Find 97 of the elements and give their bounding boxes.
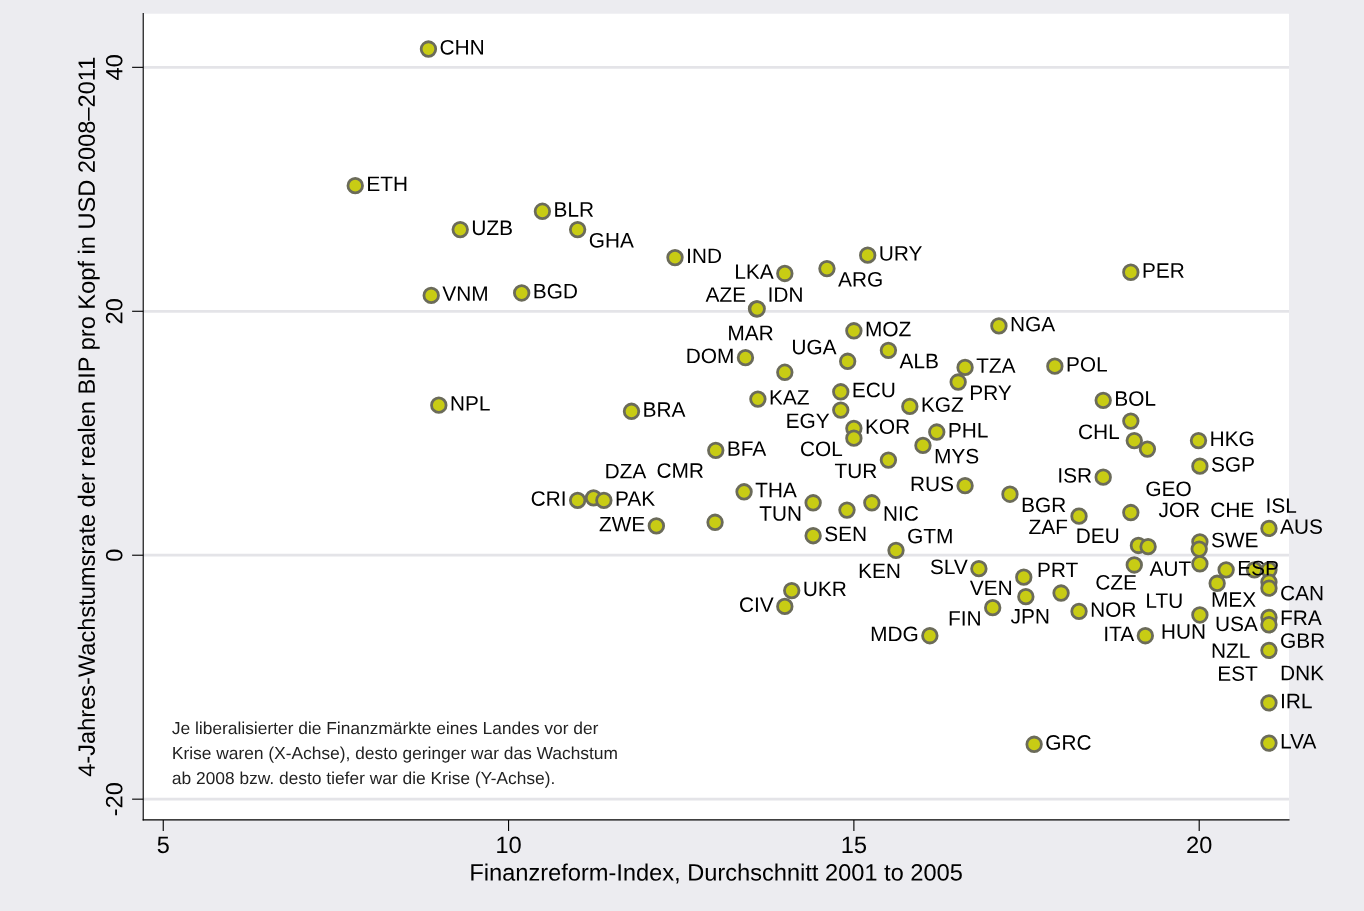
y-tick-label: 40 (105, 55, 123, 80)
annotation: DOM (687, 348, 733, 364)
x-axis-title: Finanzreform-Index, Durchschnitt 2001 to 2005 (471, 863, 962, 884)
annotation: BLR (555, 202, 594, 217)
annotation: ISR (1059, 468, 1092, 483)
annotation: AZE (705, 287, 746, 302)
annotation: MYS (935, 448, 979, 464)
annotation: GTM (908, 528, 952, 544)
annotation: PHL (949, 423, 988, 438)
annotation: HKG (1211, 431, 1254, 447)
annotation: LTU (1147, 593, 1182, 609)
x-tick-label: 5 (157, 836, 169, 854)
annotation: CIV (740, 597, 774, 613)
annotation: FIN (949, 611, 980, 626)
annotation: KAZ (770, 390, 809, 405)
annotation: CHN (440, 39, 483, 55)
annotation: POL (1067, 357, 1107, 372)
annotation: AUT (1149, 561, 1191, 577)
annotation: TUR (834, 463, 877, 479)
annotation: ZWE (599, 517, 645, 532)
annotation: CAN (1281, 585, 1323, 601)
annotation: RUS (911, 476, 953, 492)
annotation: BOL (1116, 391, 1156, 406)
annotation: KEN (859, 563, 900, 578)
annotation: NPL (451, 396, 490, 411)
annotation: COL (800, 441, 843, 457)
annotation: SGP (1211, 457, 1254, 472)
annotation: DEU (1077, 528, 1119, 544)
annotation: EST (1219, 666, 1258, 681)
annotation: NIC (884, 506, 919, 521)
annotation: VNM (442, 286, 487, 301)
annotation: BGD (534, 283, 577, 299)
annotation: UGA (793, 339, 837, 355)
y-tick-label: 20 (105, 299, 123, 324)
annotation: DZA (606, 463, 647, 479)
annotation: SEN (825, 526, 866, 542)
annotation: HUN (1162, 624, 1205, 639)
annotation: NZL (1212, 643, 1250, 658)
annotation: USA (1216, 616, 1258, 632)
annotation: LVA (1281, 734, 1317, 749)
annotation: TUN (759, 506, 801, 521)
annotation: ARG (838, 271, 882, 287)
annotation: CZE (1096, 575, 1137, 590)
annotation: PRY (970, 385, 1012, 400)
annotation: PER (1143, 263, 1184, 278)
annotation: FRA (1281, 610, 1322, 625)
annotation: NGA (1011, 316, 1056, 332)
annotation: CMR (657, 463, 703, 478)
annotation: IDN (769, 287, 802, 302)
annotation: IRL (1281, 693, 1312, 709)
annotation: ALB (899, 353, 938, 369)
annotation: MAR (729, 325, 773, 341)
annotation: ETH (368, 176, 407, 192)
annotation: MDG (871, 626, 918, 642)
annotation: BFA (728, 441, 767, 456)
annotation: BGR (1022, 497, 1066, 513)
annotation: ECU (853, 382, 895, 398)
annotation: CRI (531, 491, 565, 506)
annotation: MEX (1212, 592, 1256, 607)
annotation: GBR (1281, 633, 1325, 649)
annotation: IND (688, 248, 721, 263)
x-tick-label: 10 (497, 836, 521, 854)
x-tick-label: 15 (842, 836, 867, 854)
annotation: VEN (969, 580, 1011, 596)
annotation: CHL (1079, 424, 1120, 440)
annotation: KOR (866, 419, 910, 434)
annotation: URY (880, 246, 922, 261)
y-tick-label: -20 (105, 783, 123, 816)
x-tick-label: 20 (1187, 836, 1212, 854)
annotation: GRC (1046, 735, 1091, 750)
annotation: TZA (976, 358, 1016, 373)
annotation: LKA (736, 264, 774, 279)
annotation: AUS (1280, 519, 1322, 534)
y-axis-title: 4-Jahres-Wachstumsrate der realen BIP pro Kopf in USD 2008–2011 (77, 57, 100, 777)
annotation: JOR (1158, 502, 1200, 518)
annotation: GHA (589, 232, 634, 248)
annotation: EGY (787, 413, 830, 429)
annotation: SWE (1211, 532, 1258, 548)
annotation: UKR (804, 581, 846, 597)
annotation: ZAF (1029, 519, 1068, 535)
annotation: DNK (1281, 665, 1324, 681)
annotation: GEO (1146, 481, 1191, 497)
annotation: SLV (930, 559, 968, 575)
annotation: PRT (1038, 562, 1078, 578)
annotation: UZB (472, 220, 512, 236)
annotation: MOZ (866, 321, 911, 337)
annotation: PAK (616, 491, 655, 506)
annotation: CHE (1211, 502, 1254, 518)
annotation: ISL (1267, 498, 1297, 513)
annotation: BRA (644, 402, 686, 417)
annotation: Je liberalisierter die Finanzmärkte eines Landes vor der Krise waren (X-Achse), desto geringer war das Wachstum ab 2008 bzw. desto tiefer war die Krise (Y-Achse). (172, 721, 617, 788)
annotation: JPN (1010, 609, 1049, 624)
annotation: THA (755, 482, 797, 498)
annotation: KGZ (922, 397, 964, 413)
annotation: ITA (1105, 626, 1135, 642)
annotation: NOR (1091, 602, 1136, 617)
y-tick-label: 0 (105, 549, 123, 561)
